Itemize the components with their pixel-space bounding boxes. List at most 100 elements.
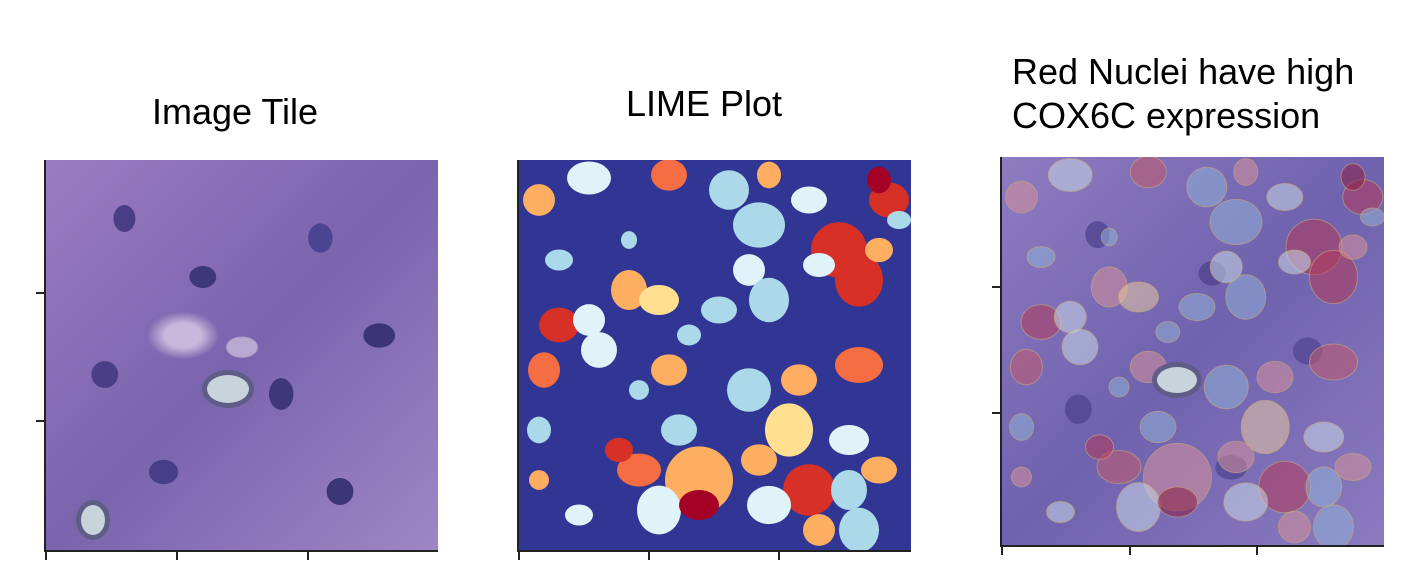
- lime-segment: [605, 437, 633, 463]
- lime-segment: [803, 253, 835, 277]
- overlay-segment: [1085, 434, 1114, 460]
- lime-plot: [517, 160, 911, 552]
- lime-segment: [629, 380, 649, 400]
- lime-segment: [803, 514, 835, 546]
- overlay-segment: [1061, 328, 1099, 366]
- lime-segment: [757, 161, 781, 189]
- lime-segment: [765, 403, 813, 457]
- lime-segment: [539, 307, 579, 343]
- overlay-segment: [1203, 364, 1249, 410]
- overlay-segment: [1278, 249, 1311, 275]
- overlay-segment: [1240, 399, 1290, 455]
- overlay-segment: [1209, 250, 1243, 284]
- overlay-segment: [1026, 246, 1056, 268]
- overlay-segment: [1139, 410, 1177, 444]
- lime-segment: [651, 354, 687, 386]
- lime-segment: [528, 352, 560, 388]
- lime-segment: [831, 470, 867, 510]
- lime-segment: [573, 304, 605, 336]
- vessel-cross-section: [76, 500, 110, 540]
- lime-segment: [677, 324, 701, 346]
- y-tick: [992, 286, 1000, 288]
- y-tick: [36, 292, 44, 294]
- overlay-segment: [1256, 360, 1294, 394]
- overlay-title-line2: COX6C expression: [1012, 95, 1321, 136]
- lime-segment: [733, 202, 785, 248]
- x-tick: [518, 552, 520, 560]
- overlay-segment: [1233, 158, 1259, 186]
- lime-segment: [545, 249, 573, 271]
- lime-segment: [621, 231, 637, 249]
- x-tick: [176, 552, 178, 560]
- lime-segment: [665, 446, 733, 514]
- lime-plot-title: LIME Plot: [626, 83, 783, 124]
- lime-segment: [701, 296, 737, 324]
- overlay-segment: [1118, 281, 1159, 313]
- x-tick: [1129, 547, 1131, 555]
- lime-segment: [887, 211, 911, 229]
- overlay-segment: [1334, 453, 1372, 481]
- overlay-segment: [1155, 321, 1181, 343]
- lime-segment: [661, 414, 697, 446]
- lime-segment: [865, 237, 893, 263]
- lime-segment: [733, 254, 765, 286]
- lime-segment: [861, 456, 897, 484]
- lime-segment: [529, 470, 549, 490]
- x-tick: [45, 552, 47, 560]
- overlay-segment: [1047, 158, 1093, 192]
- lime-segment: [651, 160, 687, 191]
- lime-segment: [747, 485, 791, 525]
- cox6c-overlay: [1000, 157, 1384, 547]
- overlay-segment: [1309, 249, 1358, 305]
- overlay-segment: [1116, 482, 1161, 532]
- overlay-segment: [1223, 482, 1269, 522]
- x-tick: [648, 552, 650, 560]
- lime-segment: [781, 364, 817, 396]
- overlay-segment: [1178, 293, 1216, 321]
- image-tile-title: Image Tile: [152, 91, 319, 132]
- x-tick: [1001, 547, 1003, 555]
- lime-segment: [867, 166, 891, 194]
- overlay-segment: [1186, 166, 1228, 208]
- overlay-segment: [1303, 421, 1345, 453]
- lime-segment: [679, 490, 719, 520]
- x-tick: [307, 552, 309, 560]
- lime-segment: [783, 464, 835, 516]
- overlay-segment: [1217, 440, 1255, 474]
- vessel-cross-section: [1152, 362, 1202, 398]
- overlay-segment: [1100, 227, 1118, 247]
- overlay-segment: [1046, 501, 1075, 523]
- lime-segment: [749, 277, 789, 323]
- overlay-segments: [1005, 157, 1384, 545]
- x-tick: [1256, 547, 1258, 555]
- lime-segment: [611, 270, 647, 310]
- overlay-segment: [1009, 348, 1043, 386]
- overlay-segment: [1340, 163, 1366, 191]
- lime-segment: [791, 186, 827, 214]
- overlay-segment: [1009, 413, 1034, 441]
- image-tile: [44, 160, 438, 552]
- lime-segment: [527, 416, 551, 444]
- overlay-segment: [1129, 157, 1167, 189]
- overlay-segment: [1313, 504, 1354, 545]
- lime-segment: [639, 285, 679, 315]
- lime-segment: [567, 161, 611, 195]
- overlay-segment: [1096, 450, 1142, 484]
- lime-segment: [835, 253, 883, 307]
- lime-segment: [565, 504, 593, 526]
- overlay-segment: [1011, 466, 1032, 488]
- lime-segment: [637, 485, 681, 535]
- overlay-title-line1: Red Nuclei have high: [1012, 51, 1355, 92]
- y-tick: [992, 412, 1000, 414]
- overlay-segment: [1338, 234, 1368, 260]
- overlay-segment: [1108, 376, 1130, 398]
- lime-segment: [727, 368, 771, 412]
- lime-segment: [523, 184, 555, 216]
- overlay-segment: [1360, 207, 1384, 227]
- lime-segment: [835, 347, 883, 383]
- lime-segment: [741, 444, 777, 476]
- overlay-segment: [1266, 183, 1304, 211]
- lime-segment: [839, 507, 879, 550]
- overlay-segment: [1005, 180, 1038, 214]
- overlay-segment: [1053, 300, 1087, 334]
